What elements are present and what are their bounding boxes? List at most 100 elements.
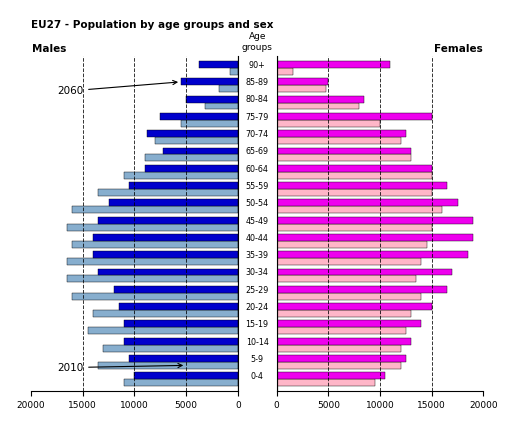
Bar bbox=[277, 172, 432, 178]
Bar bbox=[277, 120, 380, 127]
Bar bbox=[124, 379, 238, 386]
Bar bbox=[277, 113, 432, 120]
Bar bbox=[98, 269, 238, 276]
Bar bbox=[277, 258, 421, 265]
Text: 65-69: 65-69 bbox=[246, 147, 269, 157]
Bar bbox=[72, 241, 238, 248]
Bar bbox=[103, 344, 238, 352]
Bar bbox=[129, 182, 238, 189]
Bar bbox=[155, 137, 238, 144]
Bar bbox=[277, 303, 432, 310]
Text: Females: Females bbox=[434, 44, 482, 54]
Bar bbox=[277, 251, 468, 258]
Bar bbox=[277, 379, 375, 386]
Bar bbox=[163, 147, 238, 154]
Bar bbox=[72, 206, 238, 213]
Bar bbox=[277, 355, 406, 362]
Bar bbox=[277, 344, 401, 352]
Text: 70-74: 70-74 bbox=[246, 130, 269, 139]
Text: 0-4: 0-4 bbox=[251, 372, 264, 381]
Bar bbox=[277, 320, 421, 327]
Bar bbox=[230, 68, 238, 75]
Bar bbox=[124, 338, 238, 344]
Bar bbox=[277, 189, 432, 196]
Bar bbox=[67, 224, 238, 230]
Bar bbox=[109, 200, 238, 206]
Bar bbox=[199, 61, 238, 68]
Text: 85-89: 85-89 bbox=[246, 78, 269, 87]
Bar bbox=[147, 130, 238, 137]
Bar bbox=[98, 362, 238, 369]
Bar bbox=[277, 224, 432, 230]
Bar bbox=[277, 61, 390, 68]
Bar bbox=[129, 355, 238, 362]
Text: 10-14: 10-14 bbox=[246, 338, 269, 347]
Bar bbox=[277, 85, 326, 92]
Bar bbox=[145, 154, 238, 161]
Text: 30-34: 30-34 bbox=[246, 268, 269, 277]
Bar bbox=[67, 276, 238, 283]
Bar bbox=[93, 234, 238, 241]
Bar bbox=[277, 286, 447, 293]
Bar bbox=[277, 182, 447, 189]
Bar bbox=[93, 251, 238, 258]
Text: 80-84: 80-84 bbox=[246, 95, 269, 104]
Text: 2010: 2010 bbox=[57, 362, 182, 372]
Bar bbox=[277, 137, 401, 144]
Text: 55-59: 55-59 bbox=[246, 182, 269, 191]
Bar bbox=[119, 303, 238, 310]
Bar bbox=[277, 68, 293, 75]
Bar bbox=[98, 189, 238, 196]
Bar bbox=[277, 327, 406, 334]
Bar bbox=[277, 103, 359, 110]
Text: 75-79: 75-79 bbox=[246, 113, 269, 122]
Text: 15-19: 15-19 bbox=[246, 320, 269, 329]
Bar bbox=[277, 362, 401, 369]
Bar bbox=[67, 258, 238, 265]
Text: EU27 - Population by age groups and sex: EU27 - Population by age groups and sex bbox=[31, 20, 273, 30]
Bar bbox=[93, 310, 238, 317]
Bar bbox=[277, 200, 458, 206]
Text: 5-9: 5-9 bbox=[251, 355, 264, 364]
Bar bbox=[277, 372, 385, 379]
Text: 20-24: 20-24 bbox=[246, 303, 269, 312]
Bar bbox=[160, 113, 238, 120]
Text: 25-29: 25-29 bbox=[246, 286, 269, 295]
Bar bbox=[277, 78, 328, 85]
Bar bbox=[181, 120, 238, 127]
Bar bbox=[277, 147, 411, 154]
Bar bbox=[186, 95, 238, 103]
Text: 35-39: 35-39 bbox=[246, 251, 269, 260]
Bar bbox=[277, 154, 411, 161]
Bar bbox=[124, 320, 238, 327]
Bar bbox=[277, 234, 473, 241]
Bar bbox=[277, 276, 416, 283]
Text: 60-64: 60-64 bbox=[246, 165, 269, 174]
Text: 40-44: 40-44 bbox=[246, 234, 269, 243]
Bar bbox=[277, 310, 411, 317]
Bar bbox=[277, 95, 364, 103]
Bar bbox=[98, 217, 238, 224]
Text: 90+: 90+ bbox=[249, 61, 266, 70]
Bar bbox=[205, 103, 238, 110]
Bar bbox=[277, 293, 421, 300]
Bar bbox=[277, 217, 473, 224]
Bar bbox=[219, 85, 238, 92]
Text: 45-49: 45-49 bbox=[246, 217, 269, 225]
Bar bbox=[277, 269, 452, 276]
Bar bbox=[277, 130, 406, 137]
Bar bbox=[277, 338, 411, 344]
Text: Age
groups: Age groups bbox=[242, 32, 272, 52]
Bar bbox=[277, 165, 432, 172]
Bar bbox=[114, 286, 238, 293]
Bar bbox=[134, 372, 238, 379]
Text: Males: Males bbox=[32, 44, 66, 54]
Bar bbox=[145, 165, 238, 172]
Bar bbox=[277, 241, 427, 248]
Text: 2060: 2060 bbox=[57, 80, 177, 96]
Text: 50-54: 50-54 bbox=[246, 199, 269, 208]
Bar bbox=[124, 172, 238, 178]
Bar bbox=[277, 206, 442, 213]
Bar bbox=[181, 78, 238, 85]
Bar bbox=[88, 327, 238, 334]
